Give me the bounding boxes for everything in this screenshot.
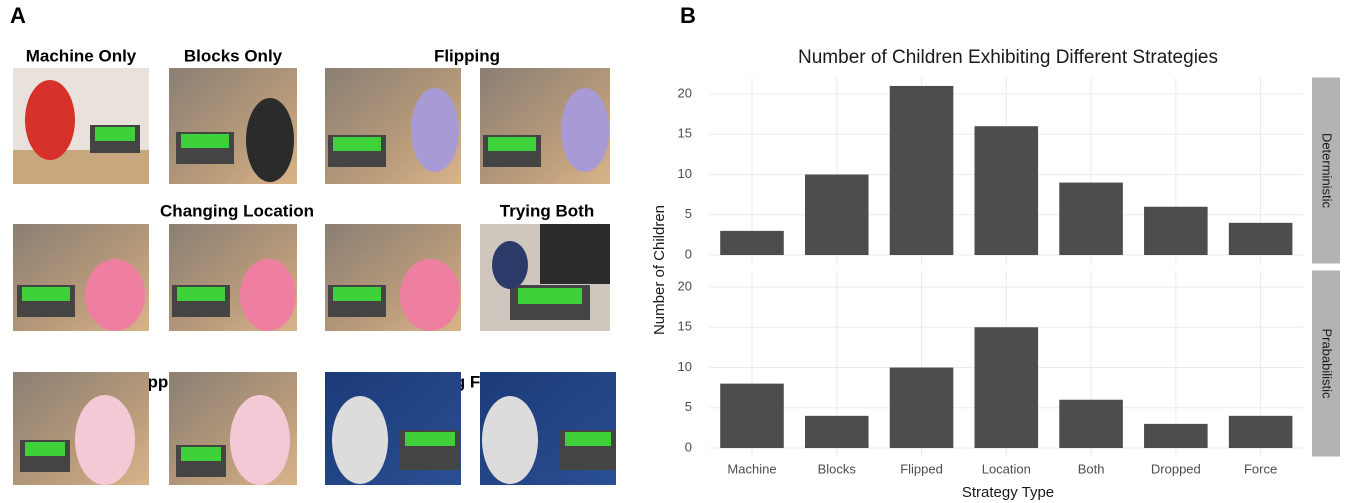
y-tick-label: 10	[678, 166, 692, 181]
photo-caption: Machine Only	[26, 46, 137, 65]
photo-caption: Flipping	[434, 46, 500, 65]
bar	[974, 126, 1039, 256]
chart-title: Number of Children Exhibiting Different …	[798, 47, 1218, 68]
photo	[169, 68, 297, 184]
panel-label: A	[10, 3, 26, 28]
bar	[1144, 206, 1208, 256]
bar	[1228, 415, 1293, 449]
photo	[325, 68, 461, 184]
photo	[480, 372, 616, 485]
x-tick-label: Blocks	[818, 461, 857, 476]
bar	[974, 327, 1039, 449]
y-tick-label: 5	[685, 206, 692, 221]
bar	[889, 85, 954, 256]
photo	[169, 372, 297, 485]
photo-caption: Changing Location	[160, 201, 314, 220]
y-tick-label: 20	[678, 278, 692, 293]
photo	[480, 68, 610, 184]
bar	[720, 383, 784, 449]
y-tick-label: 20	[678, 85, 692, 100]
y-tick-label: 15	[678, 126, 692, 141]
facet-label: Prababilistic	[1320, 328, 1335, 399]
photo	[325, 224, 461, 331]
photo	[13, 372, 149, 485]
photos	[13, 68, 616, 485]
photo	[480, 224, 610, 331]
x-tick-label: Both	[1078, 461, 1105, 476]
photo-caption: Trying Both	[500, 201, 594, 220]
photo	[325, 372, 461, 485]
y-tick-label: 5	[685, 399, 692, 414]
photo	[13, 68, 149, 184]
panel-label: B	[680, 3, 696, 28]
x-tick-label: Flipped	[900, 461, 943, 476]
photo	[169, 224, 297, 331]
bar	[889, 367, 954, 449]
facet-strip	[1312, 270, 1340, 457]
x-tick-label: Force	[1244, 461, 1277, 476]
y-tick-label: 15	[678, 319, 692, 334]
x-tick-label: Location	[982, 461, 1031, 476]
x-tick-label: Dropped	[1151, 461, 1201, 476]
bar	[804, 415, 869, 449]
photo	[13, 224, 149, 331]
x-axis-label: Strategy Type	[962, 484, 1054, 501]
photo-caption: Blocks Only	[184, 46, 283, 65]
y-tick-label: 0	[685, 439, 692, 454]
bar	[1059, 399, 1123, 449]
bar	[804, 174, 869, 256]
bar	[1059, 182, 1123, 256]
bar	[1228, 222, 1293, 256]
bar	[1144, 423, 1208, 449]
y-tick-label: 0	[685, 246, 692, 261]
facet-label: Deterministic	[1320, 133, 1335, 209]
bar	[720, 230, 784, 256]
facet-strip	[1312, 77, 1340, 264]
y-tick-label: 10	[678, 359, 692, 374]
y-axis-label: Number of Children	[651, 205, 668, 335]
x-tick-label: Machine	[727, 461, 776, 476]
